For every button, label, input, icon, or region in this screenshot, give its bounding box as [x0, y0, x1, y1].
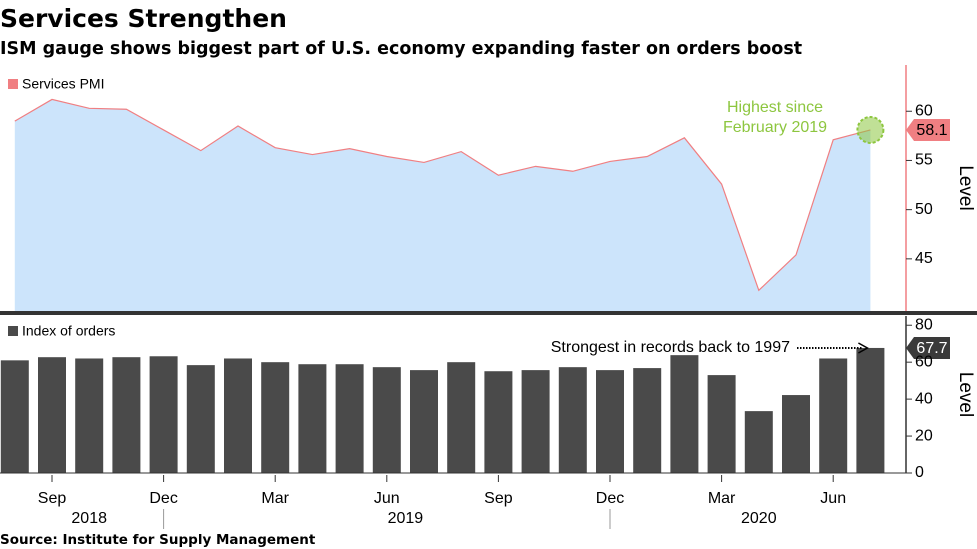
legend-box	[0, 71, 120, 97]
bar	[596, 370, 624, 473]
x-tick-label: Jun	[820, 490, 846, 507]
value-label: 58.1	[916, 122, 947, 139]
bar	[782, 395, 810, 473]
bar	[521, 370, 550, 473]
bar	[38, 357, 66, 473]
x-tick-label: Mar	[261, 490, 289, 507]
y-axis-label: Level	[955, 372, 976, 417]
bar	[707, 375, 736, 473]
bar	[670, 355, 699, 473]
bar	[0, 360, 29, 473]
legend-label: Index of orders	[22, 323, 115, 339]
annotation: February 2019	[723, 119, 827, 136]
y-tick-label: 45	[915, 250, 933, 267]
bar	[447, 362, 476, 473]
y-tick-label: 0	[915, 464, 924, 481]
value-tag	[906, 118, 950, 141]
annotation: Highest since	[727, 99, 823, 116]
annotation: Strongest in records back to 1997	[551, 339, 790, 356]
bar	[186, 365, 215, 473]
y-axis-label: Level	[955, 165, 976, 210]
highlight-marker	[856, 115, 885, 144]
bar	[335, 364, 364, 473]
value-tag	[906, 336, 950, 359]
x-tick-label: Sep	[38, 490, 67, 507]
y-tick-label: 80	[915, 316, 933, 333]
legend-swatch	[8, 326, 18, 336]
bar	[819, 358, 848, 473]
x-tick-label: Jun	[374, 490, 400, 507]
bar	[112, 357, 141, 473]
year-label: 2020	[741, 510, 777, 527]
bar	[558, 367, 587, 473]
legend-swatch	[8, 79, 18, 89]
y-tick-label: 60	[915, 102, 933, 119]
bar	[261, 362, 290, 473]
legend-label: Services PMI	[22, 76, 104, 92]
year-label: 2019	[388, 510, 424, 527]
y-tick-label: 20	[915, 427, 933, 444]
bar	[149, 356, 178, 473]
year-label: 2018	[71, 510, 107, 527]
x-tick-label: Dec	[596, 490, 624, 507]
x-tick-label: Sep	[484, 490, 513, 507]
arrowhead	[858, 342, 869, 354]
bar	[372, 367, 401, 473]
bar	[224, 358, 252, 473]
line	[14, 98, 871, 292]
bar	[633, 368, 662, 473]
chart-subtitle: ISM gauge shows biggest part of U.S. eco…	[0, 39, 802, 59]
x-tick-label: Dec	[149, 490, 177, 507]
bar	[298, 364, 327, 473]
y-tick-label: 40	[915, 390, 933, 407]
bar	[410, 370, 438, 473]
panel-divider	[0, 311, 977, 315]
bar	[75, 358, 104, 473]
y-tick-label: 55	[915, 152, 933, 169]
bar	[856, 347, 885, 473]
source-note: Source: Institute for Supply Management	[0, 532, 316, 548]
legend-box	[0, 318, 136, 344]
bar	[484, 371, 513, 473]
chart-title: Services Strengthen	[0, 4, 287, 33]
x-tick-label: Mar	[708, 490, 736, 507]
bar	[744, 411, 773, 473]
y-tick-label: 50	[915, 201, 933, 218]
y-tick-label: 60	[915, 353, 933, 370]
value-label: 67.7	[916, 340, 947, 357]
